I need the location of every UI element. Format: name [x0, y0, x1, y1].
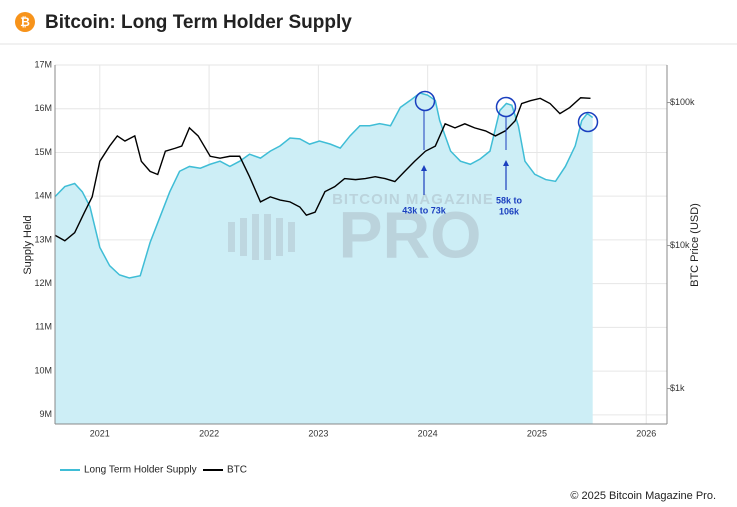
y-axis-title: Supply Held	[22, 215, 34, 274]
y-tick-label: 12M	[34, 278, 52, 288]
legend-label: BTC	[227, 465, 247, 476]
y-tick-label: 17M	[34, 59, 52, 69]
legend-label: Long Term Holder Supply	[84, 465, 197, 476]
watermark: PRO	[338, 197, 481, 271]
y-tick-label: 13M	[34, 234, 52, 244]
watermark-logo	[288, 222, 295, 252]
annotation: 43k to 73k	[402, 205, 447, 215]
y2-tick-label: $100k	[670, 97, 695, 107]
series-line	[54, 97, 591, 242]
footer: © 2025 Bitcoin Magazine Pro.	[570, 490, 716, 502]
y2-tick-label: $10k	[670, 240, 690, 250]
y-tick-label: 9M	[39, 409, 52, 419]
x-tick-label: 2021	[90, 428, 110, 438]
highlight-circle	[414, 90, 436, 112]
chart-title: Bitcoin: Long Term Holder Supply	[45, 12, 352, 33]
annotation-arrowhead	[421, 165, 427, 171]
x-tick-label: 2023	[308, 428, 328, 438]
y-tick-label: 10M	[34, 365, 52, 375]
y-tick-label: 11M	[35, 322, 52, 332]
annotation: 106k	[499, 206, 520, 216]
y-tick-label: 14M	[34, 191, 52, 201]
y2-axis-title: BTC Price (USD)	[689, 203, 701, 287]
watermark-logo	[264, 214, 271, 260]
watermark-logo	[276, 218, 283, 256]
area-fill	[55, 92, 593, 424]
x-tick-label: 2024	[418, 428, 438, 438]
y-tick-label: 15M	[34, 147, 52, 157]
x-tick-label: 2022	[199, 428, 219, 438]
watermark-logo	[228, 222, 235, 252]
bitcoin-icon-glyph: ₿	[20, 15, 30, 29]
watermark: BITCOIN MAGAZINE	[332, 191, 494, 208]
bitcoin-icon	[15, 12, 35, 32]
highlight-circle	[577, 111, 599, 133]
watermark-logo	[240, 218, 247, 256]
y-tick-label: 16M	[34, 103, 52, 113]
annotation: 58k to	[496, 195, 523, 205]
y2-tick-label: $1k	[670, 383, 685, 393]
annotation-arrowhead	[503, 160, 509, 166]
x-tick-label: 2025	[527, 428, 547, 438]
x-tick-label: 2026	[636, 428, 656, 438]
watermark-logo	[252, 214, 259, 260]
